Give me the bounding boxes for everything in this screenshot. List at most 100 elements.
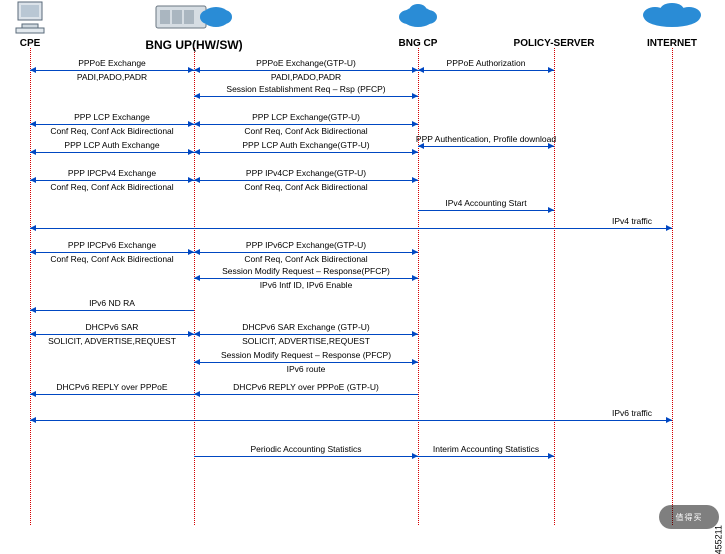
message-label: IPv4 Accounting Start xyxy=(445,198,526,208)
arrowhead-icon xyxy=(30,249,36,255)
message-label: PPP IPv4CP Exchange(GTP-U) xyxy=(246,168,366,178)
watermark: 值得买 xyxy=(659,505,719,529)
message-arrow xyxy=(30,334,194,335)
message-arrow xyxy=(30,180,194,181)
message-arrow xyxy=(194,96,418,97)
message-sublabel: Conf Req, Conf Ack Bidirectional xyxy=(244,254,367,264)
message-label: IPv6 traffic xyxy=(612,408,652,418)
message-arrow xyxy=(30,70,194,71)
arrowhead-icon xyxy=(412,331,418,337)
message-label: Periodic Accounting Statistics xyxy=(250,444,361,454)
actor-label-bngup: BNG UP(HW/SW) xyxy=(145,38,242,52)
lifeline-bngup xyxy=(194,48,195,525)
message-label: PPP LCP Exchange(GTP-U) xyxy=(252,112,360,122)
message-arrow xyxy=(30,394,194,395)
arrowhead-icon xyxy=(30,331,36,337)
message-arrow xyxy=(30,124,194,125)
actor-label-bngcp: BNG CP xyxy=(399,38,438,49)
message-label: PPP IPCPv4 Exchange xyxy=(68,168,156,178)
message-arrow xyxy=(30,228,672,229)
lifeline-policy xyxy=(554,48,555,525)
arrowhead-icon xyxy=(30,417,36,423)
arrowhead-icon xyxy=(412,249,418,255)
message-arrow xyxy=(194,124,418,125)
arrowhead-icon xyxy=(194,275,200,281)
message-arrow xyxy=(194,362,418,363)
message-label: PPP IPCPv6 Exchange xyxy=(68,240,156,250)
arrowhead-icon xyxy=(548,67,554,73)
message-sublabel: Conf Req, Conf Ack Bidirectional xyxy=(50,126,173,136)
arrowhead-icon xyxy=(412,121,418,127)
arrowhead-icon xyxy=(194,149,200,155)
message-label: DHCPv6 SAR Exchange (GTP-U) xyxy=(242,322,370,332)
message-label: PPPoE Authorization xyxy=(447,58,526,68)
lifeline-bngcp xyxy=(418,48,419,525)
arrowhead-icon xyxy=(30,177,36,183)
message-arrow xyxy=(194,152,418,153)
message-arrow xyxy=(194,252,418,253)
arrowhead-icon xyxy=(30,67,36,73)
message-label: PPP Authentication, Profile download xyxy=(416,134,556,144)
cloud-big-icon xyxy=(637,0,707,35)
message-label: Interim Accounting Statistics xyxy=(433,444,539,454)
arrowhead-icon xyxy=(194,359,200,365)
arrowhead-icon xyxy=(30,121,36,127)
arrowhead-icon xyxy=(30,391,36,397)
message-sublabel: Conf Req, Conf Ack Bidirectional xyxy=(244,182,367,192)
actor-label-policy: POLICY-SERVER xyxy=(514,38,595,49)
computer-icon xyxy=(14,0,46,39)
arrowhead-icon xyxy=(666,417,672,423)
message-label: IPv6 ND RA xyxy=(89,298,135,308)
message-sublabel: IPv6 Intf ID, IPv6 Enable xyxy=(260,280,353,290)
message-arrow xyxy=(194,70,418,71)
message-sublabel: Conf Req, Conf Ack Bidirectional xyxy=(50,254,173,264)
message-label: PPP IPv6CP Exchange(GTP-U) xyxy=(246,240,366,250)
message-arrow xyxy=(30,310,194,311)
message-label: DHCPv6 REPLY over PPPoE xyxy=(56,382,167,392)
arrowhead-icon xyxy=(194,249,200,255)
message-label: Session Establishment Req – Rsp (PFCP) xyxy=(226,84,385,94)
message-label: Session Modify Request – Response(PFCP) xyxy=(222,266,390,276)
arrowhead-icon xyxy=(194,391,200,397)
message-label: PPP LCP Exchange xyxy=(74,112,150,122)
actor-label-cpe: CPE xyxy=(20,38,41,49)
message-sublabel: Conf Req, Conf Ack Bidirectional xyxy=(50,182,173,192)
actor-label-inet: INTERNET xyxy=(647,38,697,49)
message-sublabel: SOLICIT, ADVERTISE,REQUEST xyxy=(48,336,176,346)
lifeline-cpe xyxy=(30,48,31,525)
arrowhead-icon xyxy=(418,67,424,73)
arrowhead-icon xyxy=(30,307,36,313)
message-arrow xyxy=(194,456,418,457)
message-arrow xyxy=(30,420,672,421)
server-cloud-icon xyxy=(154,0,234,39)
arrowhead-icon xyxy=(412,177,418,183)
arrowhead-icon xyxy=(194,331,200,337)
message-label: DHCPv6 REPLY over PPPoE (GTP-U) xyxy=(233,382,379,392)
lifeline-inet xyxy=(672,48,673,525)
message-label: DHCPv6 SAR xyxy=(86,322,139,332)
message-sublabel: PADI,PADO,PADR xyxy=(77,72,147,82)
message-arrow xyxy=(194,394,418,395)
arrowhead-icon xyxy=(194,93,200,99)
message-arrow xyxy=(30,152,194,153)
cloud-icon xyxy=(396,0,440,35)
message-label: PPP LCP Auth Exchange(GTP-U) xyxy=(242,140,369,150)
arrowhead-icon xyxy=(412,359,418,365)
message-sublabel: PADI,PADO,PADR xyxy=(271,72,341,82)
message-label: Session Modify Request – Response (PFCP) xyxy=(221,350,391,360)
message-label: PPPoE Exchange xyxy=(78,58,146,68)
arrowhead-icon xyxy=(548,453,554,459)
message-sublabel: IPv6 route xyxy=(287,364,326,374)
arrowhead-icon xyxy=(30,225,36,231)
message-label: PPP LCP Auth Exchange xyxy=(64,140,159,150)
figure-id: 455211 xyxy=(713,525,723,554)
arrowhead-icon xyxy=(194,67,200,73)
message-sublabel: SOLICIT, ADVERTISE,REQUEST xyxy=(242,336,370,346)
arrowhead-icon xyxy=(412,93,418,99)
arrowhead-icon xyxy=(412,149,418,155)
arrowhead-icon xyxy=(194,177,200,183)
message-arrow xyxy=(418,70,554,71)
message-arrow xyxy=(418,146,554,147)
arrowhead-icon xyxy=(412,275,418,281)
message-label: IPv4 traffic xyxy=(612,216,652,226)
